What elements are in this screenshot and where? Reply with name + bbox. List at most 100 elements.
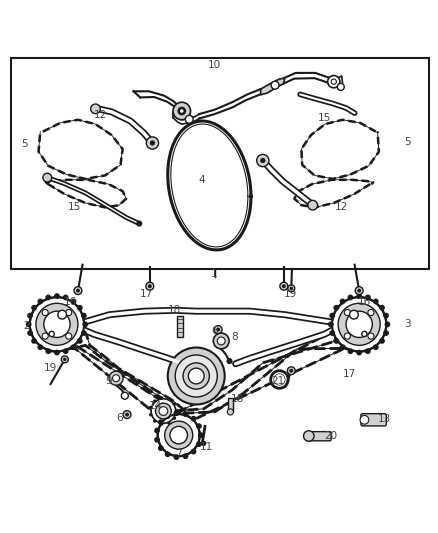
Circle shape (165, 421, 193, 449)
Circle shape (166, 452, 170, 456)
Circle shape (290, 287, 293, 290)
Text: 15: 15 (68, 203, 81, 212)
Circle shape (173, 402, 176, 406)
Circle shape (167, 421, 170, 425)
Circle shape (76, 288, 80, 293)
Circle shape (197, 424, 201, 429)
Circle shape (214, 326, 222, 334)
Text: 5: 5 (404, 136, 411, 147)
Circle shape (374, 345, 378, 349)
Circle shape (217, 337, 225, 345)
Circle shape (113, 375, 120, 382)
Circle shape (177, 107, 186, 115)
Circle shape (180, 109, 184, 113)
Text: 14: 14 (149, 401, 162, 411)
Circle shape (175, 409, 178, 413)
Circle shape (153, 419, 156, 423)
Circle shape (173, 416, 176, 420)
Text: 7: 7 (175, 449, 182, 458)
Text: 9: 9 (105, 376, 112, 386)
Circle shape (185, 115, 193, 123)
Circle shape (257, 155, 269, 167)
Text: 10: 10 (208, 60, 221, 70)
Text: 5: 5 (21, 139, 28, 149)
Circle shape (83, 322, 87, 327)
Circle shape (330, 331, 335, 335)
Circle shape (362, 332, 367, 336)
Circle shape (49, 332, 54, 336)
Circle shape (46, 349, 50, 353)
Circle shape (191, 449, 196, 454)
Circle shape (151, 399, 176, 423)
Circle shape (385, 322, 390, 327)
Circle shape (334, 339, 339, 343)
Circle shape (355, 287, 363, 295)
Circle shape (380, 339, 384, 343)
Circle shape (198, 433, 203, 437)
Circle shape (28, 313, 32, 318)
Bar (11, 59, 429, 269)
Text: 17: 17 (343, 369, 356, 379)
Circle shape (66, 333, 72, 339)
Circle shape (304, 431, 314, 441)
Circle shape (337, 84, 344, 91)
Circle shape (71, 345, 76, 349)
Circle shape (183, 363, 209, 389)
Circle shape (384, 313, 388, 318)
Circle shape (170, 426, 187, 444)
Circle shape (166, 414, 170, 418)
Circle shape (340, 299, 345, 304)
Circle shape (290, 369, 293, 373)
Circle shape (357, 350, 361, 355)
Circle shape (32, 305, 36, 310)
FancyBboxPatch shape (361, 414, 386, 426)
Circle shape (74, 287, 82, 295)
Circle shape (271, 371, 288, 388)
Text: 3: 3 (404, 319, 411, 329)
Circle shape (159, 407, 168, 415)
Circle shape (61, 356, 68, 363)
Text: 16: 16 (358, 296, 371, 306)
Circle shape (123, 410, 131, 418)
Circle shape (168, 348, 225, 405)
Circle shape (328, 322, 333, 327)
Circle shape (360, 415, 369, 424)
Circle shape (280, 282, 288, 290)
Circle shape (173, 102, 191, 120)
Circle shape (81, 313, 86, 318)
Circle shape (150, 140, 155, 146)
Circle shape (38, 345, 42, 349)
Circle shape (42, 310, 48, 316)
Circle shape (121, 392, 128, 399)
Bar (228, 398, 233, 412)
Circle shape (188, 368, 204, 384)
Circle shape (30, 297, 84, 351)
Circle shape (288, 285, 295, 292)
Circle shape (109, 371, 123, 385)
Text: 8: 8 (231, 333, 238, 343)
Circle shape (287, 367, 295, 375)
Circle shape (64, 349, 68, 353)
Circle shape (357, 288, 361, 293)
Circle shape (32, 339, 36, 343)
Circle shape (274, 374, 285, 385)
Circle shape (330, 313, 335, 318)
Circle shape (26, 322, 31, 327)
Circle shape (340, 345, 345, 349)
Circle shape (71, 299, 76, 304)
Circle shape (334, 305, 339, 310)
Circle shape (66, 310, 72, 316)
Circle shape (153, 399, 156, 403)
Text: 12: 12 (94, 110, 107, 120)
Circle shape (344, 333, 350, 339)
Text: 18: 18 (168, 305, 181, 316)
Circle shape (174, 455, 179, 459)
Circle shape (159, 446, 163, 450)
Text: 4: 4 (198, 175, 205, 185)
Circle shape (184, 454, 188, 458)
Circle shape (146, 282, 154, 290)
Circle shape (42, 333, 48, 339)
Circle shape (160, 396, 163, 400)
Circle shape (81, 331, 86, 335)
Circle shape (271, 81, 279, 89)
